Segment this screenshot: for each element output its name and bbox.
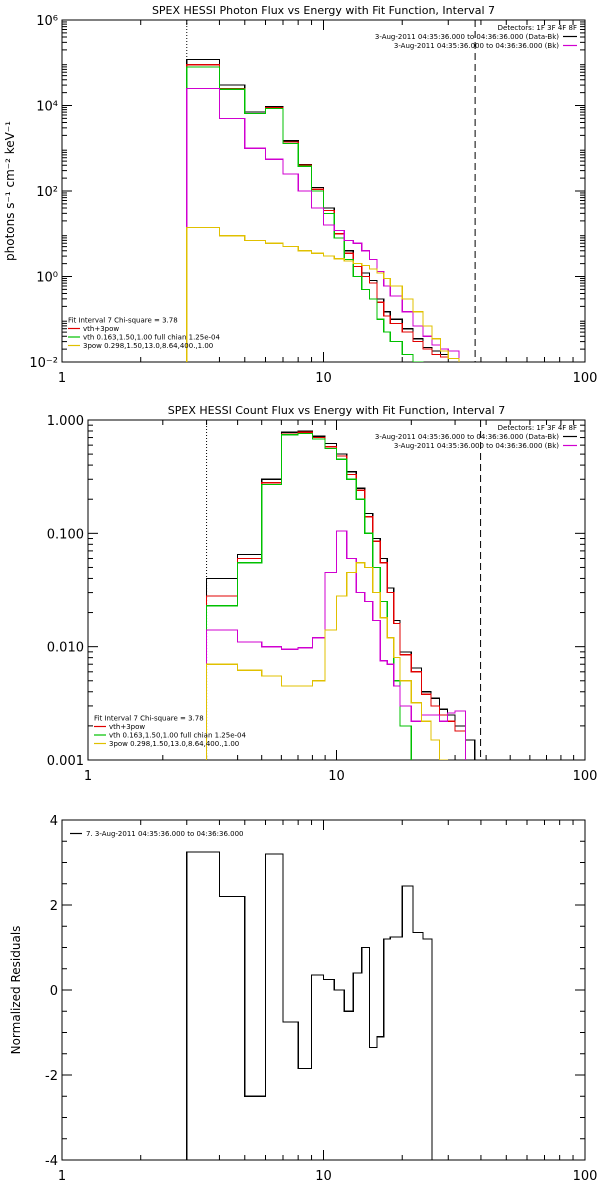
legend-entry: 3pow 0.298,1.50,13.0,8.64,400.,1.00 [83, 342, 213, 350]
series-magenta [186, 87, 460, 362]
y-axis-label: photons s⁻¹ cm⁻² keV⁻¹ [3, 121, 17, 261]
chart-title: SPEX HESSI Count Flux vs Energy with Fit… [168, 404, 505, 417]
legend-entry: 3-Aug-2011 04:35:36.000 to 04:36:36.000 … [394, 42, 559, 50]
legend-entry: 3-Aug-2011 04:35:36.000 to 04:36:36.000 … [375, 33, 559, 41]
x-tick-label: 10 [315, 371, 332, 386]
y-tick-label: 1.000 [47, 414, 84, 429]
y-tick-label: 10⁻² [29, 356, 58, 371]
y-tick-label: -2 [45, 1069, 58, 1084]
plot-frame [87, 419, 586, 761]
legend-entry: Detectors: 1F 3F 4F 8F [498, 424, 577, 432]
y-tick-label: -4 [45, 1154, 58, 1169]
legend-entry: vth+3pow [109, 723, 145, 731]
plot-frame [61, 819, 586, 1161]
series-yellow [186, 226, 460, 362]
y-tick-label: 10⁶ [36, 14, 58, 29]
legend-entry: Fit Interval 7 Chi-square = 3.78 [94, 715, 204, 723]
legend-entry: Fit Interval 7 Chi-square = 3.78 [68, 317, 178, 325]
y-tick-label: 10⁰ [36, 271, 58, 286]
series-black [186, 851, 433, 1160]
y-axis-label: Normalized Residuals [9, 926, 23, 1055]
x-tick-label: 1 [58, 1169, 66, 1184]
legend-entry: vth 0.163,1.50,1.00 full chian 1.25e-04 [109, 732, 247, 740]
x-tick-label: 10 [315, 1169, 332, 1184]
legend-entry: Detectors: 1F 3F 4F 8F [498, 24, 577, 32]
y-tick-label: 2 [50, 899, 58, 914]
series-yellow [206, 562, 449, 760]
legend-entry: 7. 3-Aug-2011 04:35:36.000 to 04:36:36.0… [86, 830, 244, 838]
y-tick-label: 0.001 [47, 754, 84, 769]
legend-entry: 3-Aug-2011 04:35:36.000 to 04:36:36.000 … [394, 442, 559, 450]
x-tick-label: 100 [573, 371, 598, 386]
chart-title: SPEX HESSI Photon Flux vs Energy with Fi… [152, 4, 495, 17]
legend-entry: 3-Aug-2011 04:35:36.000 to 04:36:36.000 … [375, 433, 559, 441]
legend-entry: 3pow 0.298,1.50,13.0,8.64,400.,1.00 [109, 740, 239, 748]
series-black [206, 430, 476, 760]
x-tick-label: 1 [84, 769, 92, 784]
y-tick-label: 0.010 [47, 641, 84, 656]
series-green [186, 66, 424, 362]
photon-flux-panel: SPEX HESSI Photon Flux vs Energy with Fi… [3, 4, 598, 386]
x-tick-label: 100 [573, 769, 598, 784]
x-tick-label: 100 [573, 1169, 598, 1184]
series-red [186, 64, 460, 362]
legend-entry: vth 0.163,1.50,1.00 full chian 1.25e-04 [83, 334, 221, 342]
x-tick-label: 10 [328, 769, 345, 784]
y-tick-label: 10⁴ [36, 100, 58, 115]
y-tick-label: 4 [50, 814, 58, 829]
count-flux-panel: SPEX HESSI Count Flux vs Energy with Fit… [47, 404, 598, 784]
residuals-panel: Normalized Residuals 1 10 100 -4 -2 0 2 4 7. 3-Au… [9, 814, 598, 1184]
y-tick-label: 10² [36, 185, 58, 200]
legend-entry: vth+3pow [83, 325, 119, 333]
series-magenta [206, 530, 466, 760]
x-tick-label: 1 [58, 371, 66, 386]
y-tick-label: 0 [50, 984, 58, 999]
y-tick-label: 0.100 [47, 527, 84, 542]
